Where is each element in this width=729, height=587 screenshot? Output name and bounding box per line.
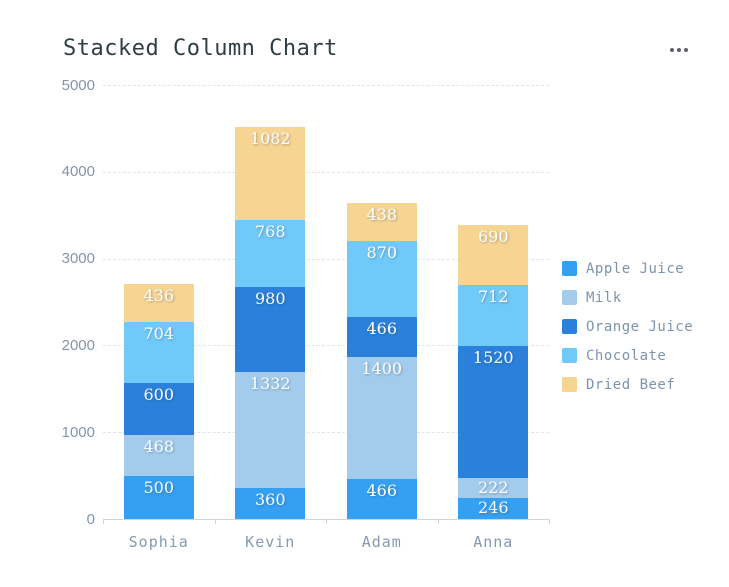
x-axis-tick: [214, 519, 216, 524]
segment-value-label: 466: [366, 480, 398, 500]
x-axis-tick: [549, 519, 550, 524]
y-axis-tick-label: 4000: [61, 163, 95, 181]
segment-value-label: 360: [254, 489, 286, 509]
legend-swatch-icon: [562, 377, 577, 392]
bar-segment-milk[interactable]: 1400: [346, 357, 417, 479]
ellipsis-icon: [670, 48, 674, 52]
segment-value-label: 468: [143, 437, 175, 456]
ellipsis-icon: [684, 48, 688, 52]
gridline: [103, 345, 549, 347]
bar-segment-apple-juice[interactable]: 500: [123, 475, 194, 519]
bar-segment-orange-juice[interactable]: 600: [123, 382, 194, 435]
legend-swatch-icon: [562, 319, 577, 334]
chart-title: Stacked Column Chart: [63, 36, 338, 61]
legend-label: Apple Juice: [586, 260, 685, 277]
legend-swatch-icon: [562, 290, 577, 305]
stacked-column-sophia: 500 468 600 704 436: [123, 0, 194, 519]
bar-segment-dried-beef[interactable]: 1082: [235, 126, 306, 221]
stacked-column-kevin: 360 1332 980 768 1082: [235, 0, 306, 519]
chart-legend: Apple Juice Milk Orange Juice Chocolate Drie…: [562, 261, 693, 406]
legend-item-orange-juice[interactable]: Orange Juice: [562, 318, 694, 335]
segment-value-label: 466: [366, 318, 398, 338]
gridline: [103, 171, 549, 173]
bar-segment-dried-beef[interactable]: 436: [123, 283, 194, 322]
bar-segment-chocolate[interactable]: 768: [235, 220, 306, 288]
bar-segment-apple-juice[interactable]: 466: [346, 478, 417, 519]
gridline: [103, 85, 549, 86]
gridline: [103, 432, 549, 434]
bar-segment-apple-juice[interactable]: 246: [458, 497, 529, 519]
segment-value-label: 1332: [249, 374, 291, 394]
x-axis-category-label: Kevin: [245, 533, 296, 551]
segment-value-label: 246: [477, 497, 509, 517]
y-axis-tick-label: 2000: [61, 336, 95, 354]
legend-label: Chocolate: [586, 347, 667, 364]
stacked-column-adam: 466 1400 466 870 438: [346, 0, 417, 519]
legend-item-chocolate[interactable]: Chocolate: [562, 347, 693, 364]
bar-segment-milk[interactable]: 222: [458, 478, 529, 498]
bar-segment-chocolate[interactable]: 870: [346, 241, 417, 317]
legend-swatch-icon: [562, 348, 577, 363]
bar-segment-apple-juice[interactable]: 360: [235, 487, 306, 519]
segment-value-label: 1520: [472, 348, 514, 368]
x-axis-category-label: Anna: [473, 533, 514, 551]
legend-item-apple-juice[interactable]: Apple Juice: [562, 260, 693, 277]
segment-value-label: 600: [143, 384, 175, 404]
x-axis-category-label: Sophia: [128, 533, 189, 551]
bar-segment-chocolate[interactable]: 712: [458, 284, 529, 347]
bar-segment-milk[interactable]: 1332: [235, 372, 306, 488]
more-options-button[interactable]: [662, 40, 696, 60]
y-axis-tick-label: 1000: [61, 423, 95, 441]
y-axis-tick-label: 5000: [61, 76, 95, 94]
stacked-column-anna: 246 222 1520 712 690: [458, 0, 529, 519]
segment-value-label: 222: [477, 478, 509, 498]
y-axis-tick-label: 0: [86, 510, 95, 528]
x-axis-tick: [437, 519, 439, 524]
segment-value-label: 768: [254, 222, 286, 242]
segment-value-label: 500: [143, 477, 175, 497]
segment-value-label: 436: [143, 285, 175, 305]
bar-segment-orange-juice[interactable]: 466: [346, 316, 417, 358]
segment-value-label: 1400: [361, 359, 403, 379]
legend-label: Dried Beef: [586, 376, 676, 393]
bar-segment-dried-beef[interactable]: 690: [458, 224, 529, 285]
segment-value-label: 1082: [249, 128, 291, 148]
legend-swatch-icon: [562, 261, 577, 276]
x-axis-category-label: Adam: [361, 533, 402, 551]
segment-value-label: 712: [477, 286, 509, 306]
x-axis-tick: [103, 519, 104, 524]
bar-segment-orange-juice[interactable]: 1520: [458, 346, 529, 479]
legend-label: Milk: [586, 289, 622, 306]
ellipsis-icon: [677, 48, 681, 52]
bar-segment-dried-beef[interactable]: 438: [346, 203, 417, 242]
y-axis-tick-label: 3000: [61, 250, 95, 268]
bar-segment-chocolate[interactable]: 704: [123, 321, 194, 383]
bar-segment-orange-juice[interactable]: 980: [235, 287, 306, 373]
segment-value-label: 690: [477, 226, 509, 246]
segment-value-label: 980: [254, 289, 286, 309]
legend-item-dried-beef[interactable]: Dried Beef: [562, 376, 693, 393]
segment-value-label: 438: [366, 205, 398, 225]
segment-value-label: 704: [143, 323, 175, 343]
bar-segment-milk[interactable]: 468: [123, 435, 194, 476]
x-axis-tick: [326, 519, 327, 524]
legend-item-milk[interactable]: Milk: [562, 289, 693, 306]
legend-label: Orange Juice: [586, 318, 694, 335]
segment-value-label: 870: [366, 243, 398, 263]
gridline: [103, 258, 549, 260]
